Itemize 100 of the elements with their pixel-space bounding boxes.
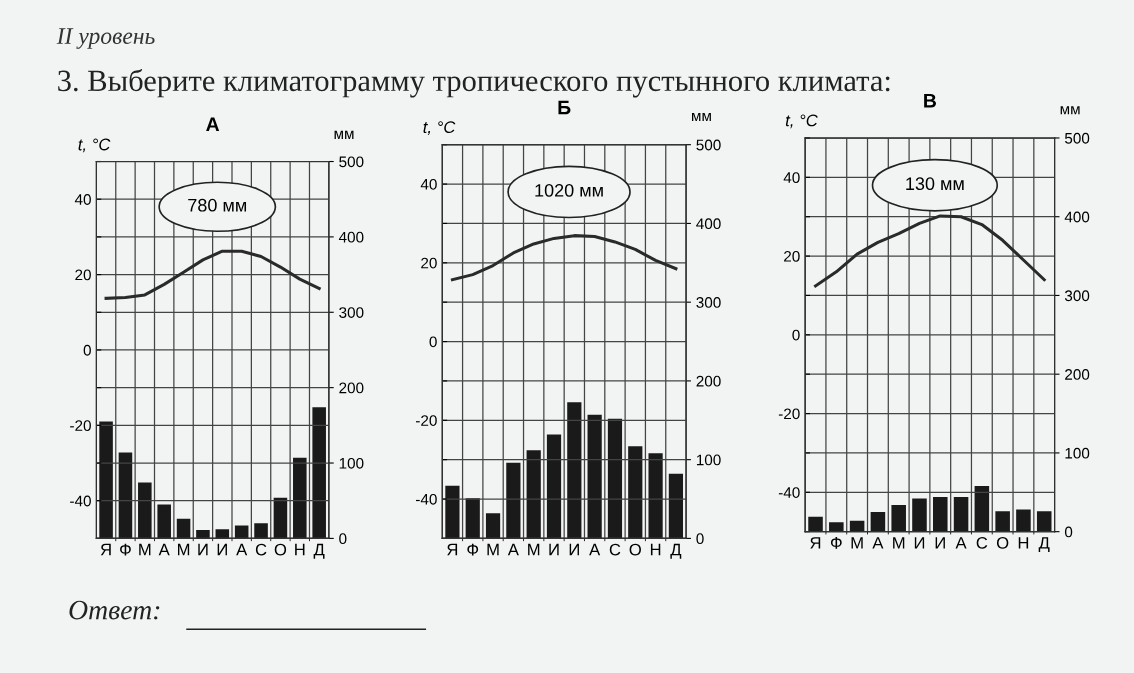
x-tick-label: О <box>996 536 1009 549</box>
y-tick-label: 40 <box>420 178 437 190</box>
bar <box>829 522 844 532</box>
line-series <box>814 214 1046 288</box>
x-tick-label: Я <box>100 543 111 556</box>
y2-tick-label: 100 <box>1065 447 1090 459</box>
y2-tick-label: 300 <box>696 297 721 308</box>
bar <box>254 523 268 539</box>
y-tick-label: -20 <box>778 408 800 420</box>
x-tick-label: А <box>507 543 519 556</box>
y-tick-label: 0 <box>83 344 91 356</box>
y-tick-label: 20 <box>421 257 437 269</box>
y2-tick-label: 200 <box>1065 369 1090 380</box>
x-tick-label: А <box>872 537 884 549</box>
bar <box>953 497 969 532</box>
bar <box>628 446 643 539</box>
x-tick-label: А <box>589 543 601 556</box>
chart-title: А <box>206 117 220 131</box>
x-tick-label: И <box>549 543 559 556</box>
bar <box>526 450 541 539</box>
x-tick-label: О <box>629 543 641 556</box>
y2-tick-label: 200 <box>696 375 721 387</box>
y-axis-title: t, °C <box>423 121 456 136</box>
annotation: 130 мм <box>906 177 964 191</box>
text: 3. Выберите климатограмму тропического пустынного климата: <box>58 68 890 98</box>
bar <box>196 530 210 539</box>
x-tick-label: М <box>893 537 905 549</box>
bar <box>157 504 171 539</box>
bar <box>445 485 460 539</box>
bar <box>567 402 582 539</box>
x-tick-label: И <box>217 543 227 556</box>
x-tick-label: Д <box>670 543 682 559</box>
x-tick-label: И <box>914 537 925 549</box>
x-tick-label: Д <box>313 543 325 559</box>
x-tick-label: А <box>236 543 248 556</box>
bar <box>118 452 133 539</box>
bar <box>485 513 501 539</box>
x-tick-label: М <box>177 543 190 556</box>
y2-tick-label: 0 <box>1064 526 1073 538</box>
chart-title: Б <box>558 100 571 115</box>
line-series <box>104 249 321 300</box>
y2-tick-label: 100 <box>339 457 364 469</box>
y2-tick-label: 0 <box>696 533 704 545</box>
x-tick-label: С <box>609 543 621 556</box>
y2-tick-label: 400 <box>696 218 721 230</box>
x-tick-label: И <box>935 537 945 549</box>
x-tick-label: Я <box>810 537 821 549</box>
y-tick-label: 0 <box>429 336 437 348</box>
x-tick-label: Ф <box>830 537 842 549</box>
y2-tick-label: 500 <box>1064 132 1090 144</box>
y2-tick-label: 300 <box>339 307 364 318</box>
y-tick-label: -40 <box>416 493 437 505</box>
y-axis-title: t, °C <box>78 138 111 153</box>
text: II уровень <box>56 28 155 49</box>
x-tick-label: И <box>198 543 208 556</box>
y2-tick-label: 500 <box>339 156 364 168</box>
x-tick-label: С <box>255 543 267 556</box>
bar <box>1016 509 1031 532</box>
y-tick-label: 0 <box>792 329 800 341</box>
bar <box>808 516 823 532</box>
y-tick-label: -20 <box>70 420 91 432</box>
bar <box>870 511 886 532</box>
bar <box>546 434 562 539</box>
bar <box>465 498 480 539</box>
y2-axis-title: мм <box>692 113 711 122</box>
bar <box>668 473 684 539</box>
y2-tick-label: 200 <box>339 382 364 394</box>
bar <box>587 414 602 539</box>
x-tick-label: О <box>274 543 287 556</box>
bar <box>506 462 521 539</box>
x-tick-label: Д <box>1038 537 1050 552</box>
y-axis-title: t, °C <box>785 114 818 129</box>
y2-tick-label: 300 <box>1064 290 1090 302</box>
y2-tick-label: 400 <box>338 231 364 243</box>
x-tick-label: Н <box>1018 537 1029 549</box>
bar <box>648 453 663 539</box>
bar <box>933 497 948 532</box>
x-tick-label: Я <box>447 543 458 556</box>
y2-axis-title: мм <box>1060 106 1080 115</box>
bar <box>293 457 307 539</box>
x-tick-label: А <box>955 537 967 549</box>
x-tick-label: М <box>528 543 540 556</box>
y-tick-label: 40 <box>783 172 800 184</box>
bar <box>607 418 623 539</box>
bar <box>234 525 249 539</box>
bar <box>273 497 288 539</box>
x-tick-label: С <box>976 536 988 549</box>
annotation: 780 мм <box>188 198 247 212</box>
bar <box>99 421 113 539</box>
x-tick-label: А <box>158 543 170 556</box>
y2-axis-title: мм <box>334 130 354 139</box>
y-tick-label: 20 <box>784 250 800 262</box>
bar <box>912 498 927 532</box>
text: Ответ: <box>69 600 160 620</box>
bar <box>1036 511 1052 532</box>
x-tick-label: Н <box>295 543 305 556</box>
bar <box>974 486 990 532</box>
x-tick-label: М <box>139 543 151 556</box>
x-tick-label: И <box>569 543 579 556</box>
annotation: 1020 мм <box>535 184 603 197</box>
